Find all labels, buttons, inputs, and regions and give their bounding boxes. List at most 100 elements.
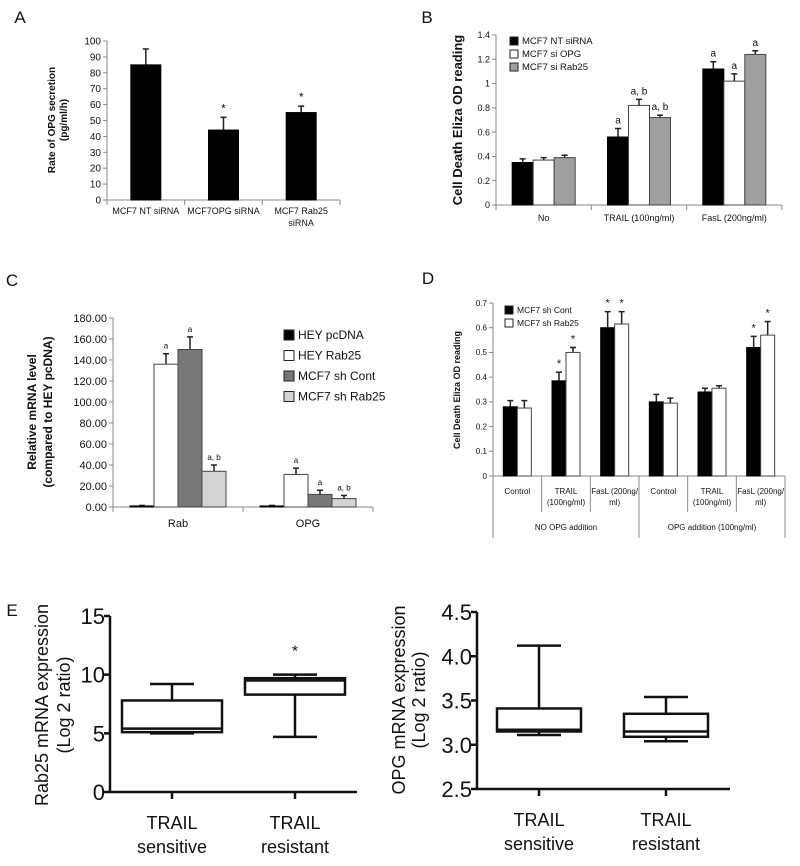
x-tick-label: TRAIL	[555, 487, 578, 496]
y-tick-label: 15	[81, 604, 105, 629]
y-tick-label: 0	[95, 196, 101, 207]
bar	[331, 498, 357, 508]
panel-b-bar-chart: B 0 0.2 0.4 0.6 0.8 1 1.2 1.4 Cell Death Eliza OD…	[421, 8, 783, 223]
y-tick-label: 10	[81, 663, 105, 688]
panel-letter: D	[422, 269, 434, 288]
significance-label: a	[615, 116, 621, 127]
legend-swatch	[504, 318, 514, 328]
y-tick-label: 0	[485, 200, 490, 210]
legend-label: MCF7 sh Cont	[517, 305, 572, 315]
panel-e-box-plot: E 0 5 10 15 Rab25 mRNA expression (Log 2 ratio…	[6, 601, 357, 857]
y-tick-label: 180.00	[73, 313, 107, 325]
legend-label: HEY pcDNA	[298, 328, 364, 342]
bar	[723, 80, 746, 206]
x-tick-label: siRNA	[288, 218, 314, 228]
significance-label: *	[606, 298, 611, 310]
x-tick-label: resistant	[632, 834, 700, 854]
legend-swatch	[283, 391, 295, 402]
legend-label: MCF7 si OPG	[522, 49, 581, 60]
y-tick-label: 0.1	[476, 447, 488, 456]
y-tick-label: 3.5	[441, 689, 472, 714]
y-tick-label: 4.5	[441, 600, 472, 625]
bar	[565, 351, 581, 477]
panel-a-bar-chart: A 0 10 20 30 40 50 60 70 80 90 100 Rate of OPG secre…	[14, 8, 341, 228]
x-tick-label: (100ng/ml)	[693, 498, 732, 507]
x-tick-label: TRAIL	[513, 810, 564, 830]
group-label: OPG addition (100ng/ml)	[668, 523, 757, 532]
box	[120, 699, 224, 734]
y-tick-label: 120.00	[73, 376, 107, 388]
panel-letter: B	[421, 8, 432, 27]
box	[243, 676, 347, 696]
y-tick-label: 1	[485, 79, 490, 89]
y-axis-label: (compared to HEY pcDNA)	[41, 336, 55, 487]
bar	[129, 505, 155, 508]
x-tick-label: FasL (200ng/ml)	[702, 213, 767, 223]
y-axis-label: Relative mRNA level	[25, 354, 39, 470]
x-tick-label: ml)	[609, 498, 620, 507]
bar	[177, 349, 203, 508]
y-tick-label: 0.3	[476, 398, 488, 407]
bar	[130, 64, 162, 201]
significance-label: *	[766, 308, 771, 320]
significance-label: *	[299, 90, 304, 104]
panel-e-box-plot: 2.5 3.0 3.5 4.0 4.5 OPG mRNA expression (Log 2…	[389, 600, 730, 854]
y-tick-label: 3.0	[441, 733, 472, 758]
y-tick-label: 40	[90, 132, 102, 143]
y-tick-label: 0.2	[477, 176, 490, 186]
significance-label: a, b	[631, 86, 648, 97]
bar	[649, 117, 671, 206]
bar	[553, 157, 576, 206]
significance-label: a, b	[652, 102, 669, 113]
y-tick-label: 5	[93, 721, 105, 746]
significance-label: *	[752, 322, 757, 334]
x-tick-label: MCF7 Rab25	[274, 206, 328, 216]
significance-label: a	[164, 342, 169, 351]
y-tick-label: 0.8	[477, 103, 490, 113]
bar	[551, 380, 567, 477]
y-axis-label: Rate of OPG secretion	[47, 67, 58, 173]
bar	[511, 162, 534, 206]
bar	[153, 363, 179, 508]
y-tick-label: 10	[90, 180, 102, 191]
box	[495, 707, 583, 733]
y-tick-label: 160.00	[73, 334, 107, 346]
bar	[744, 53, 767, 206]
y-tick-label: 0.6	[477, 127, 490, 137]
significance-label: a, b	[207, 453, 221, 462]
legend-label: HEY Rab25	[298, 349, 361, 363]
y-tick-label: 90	[90, 52, 102, 63]
y-tick-label: 60.00	[79, 439, 107, 451]
x-tick-label: FasL (200ng/	[591, 487, 639, 496]
y-tick-label: 50	[90, 116, 102, 127]
legend-swatch	[283, 329, 295, 341]
x-tick-label: TRAIL	[701, 487, 724, 496]
y-tick-label: 20.00	[79, 481, 107, 493]
x-tick-label: TRAIL	[269, 813, 320, 833]
y-tick-label: 30	[90, 148, 102, 159]
bar	[760, 334, 776, 477]
y-axis-label: Cell Death Eliza OD reading	[450, 35, 465, 206]
bar	[285, 112, 317, 201]
y-tick-label: 60	[90, 100, 102, 111]
panel-letter: C	[6, 271, 18, 290]
y-tick-label: 0.00	[86, 502, 107, 514]
bar	[711, 387, 727, 477]
bar	[201, 470, 227, 508]
y-tick-label: 40.00	[79, 460, 107, 472]
bar	[702, 68, 725, 206]
x-tick-label: TRAIL	[640, 810, 691, 830]
legend-swatch	[504, 305, 514, 315]
y-tick-label: 0.5	[476, 348, 488, 357]
y-tick-label: 20	[90, 164, 102, 175]
bar	[614, 323, 630, 477]
significance-label: a	[294, 456, 299, 465]
x-tick-label: OPG	[296, 518, 320, 530]
legend-swatch	[283, 350, 295, 361]
x-tick-label: Control	[504, 487, 530, 496]
legend-swatch	[283, 370, 295, 382]
y-tick-label: 100	[84, 37, 101, 48]
y-tick-label: 80	[90, 68, 102, 79]
x-tick-label: (100ng/ml)	[547, 498, 586, 507]
